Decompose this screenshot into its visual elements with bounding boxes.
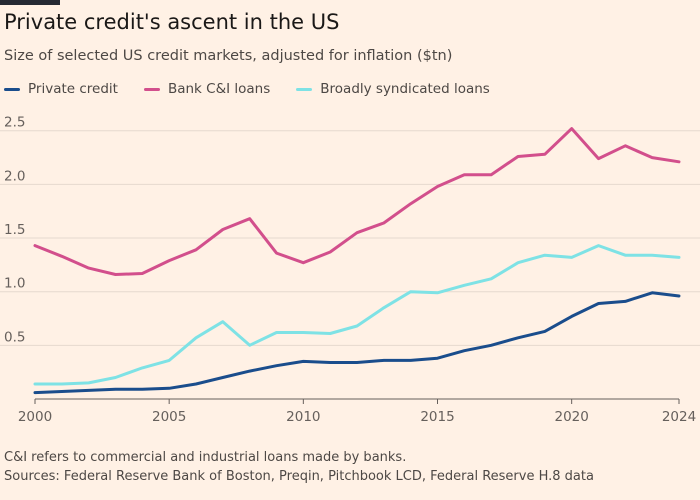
legend-swatch-bank-ci-loans xyxy=(143,87,160,91)
legend-label-broadly-syndicated-loans: Broadly syndicated loans xyxy=(320,81,490,97)
x-tick-label: 2005 xyxy=(152,409,186,425)
chart-footer: C&I refers to commercial and industrial … xyxy=(4,448,594,486)
y-tick-label: 2.0 xyxy=(4,168,25,184)
legend: Private credit Bank C&I loans Broadly sy… xyxy=(4,80,516,98)
legend-swatch-private-credit xyxy=(4,87,20,91)
x-tick-label: 2015 xyxy=(420,409,454,425)
x-tick-label: 2000 xyxy=(18,409,52,425)
chart-title: Private credit's ascent in the US xyxy=(4,10,340,34)
legend-item-broadly-syndicated-loans: Broadly syndicated loans xyxy=(296,81,490,97)
x-tick-label: 2024 xyxy=(662,409,696,425)
legend-item-private-credit: Private credit xyxy=(4,81,118,97)
series-line-private-credit xyxy=(33,291,681,395)
legend-label-bank-ci-loans: Bank C&I loans xyxy=(167,81,271,97)
chart-note: C&I refers to commercial and industrial … xyxy=(4,450,407,465)
line-chart: 0.5 1.0 1.5 2.0 2.5 2000 2005 2010 2015 2020 2024 xyxy=(0,115,700,425)
chart-source: Sources: Federal Reserve Bank of Boston,… xyxy=(4,469,594,484)
y-tick-label: 0.5 xyxy=(4,329,25,345)
legend-label-private-credit: Private credit xyxy=(28,81,118,97)
brand-bar xyxy=(0,0,60,5)
chart-subtitle: Size of selected US credit markets, adju… xyxy=(4,48,453,64)
y-tick-label: 2.5 xyxy=(4,115,25,131)
y-tick-label: 1.5 xyxy=(4,222,25,238)
legend-item-bank-ci-loans: Bank C&I loans xyxy=(143,81,271,97)
series-line-bank-ci-loans xyxy=(33,127,681,276)
x-tick-label: 2020 xyxy=(554,409,588,425)
legend-swatch-broadly-syndicated-loans xyxy=(296,87,313,91)
y-tick-label: 1.0 xyxy=(4,276,25,292)
series-line-broadly-syndicated-loans xyxy=(33,244,681,386)
x-tick-label: 2010 xyxy=(286,409,320,425)
